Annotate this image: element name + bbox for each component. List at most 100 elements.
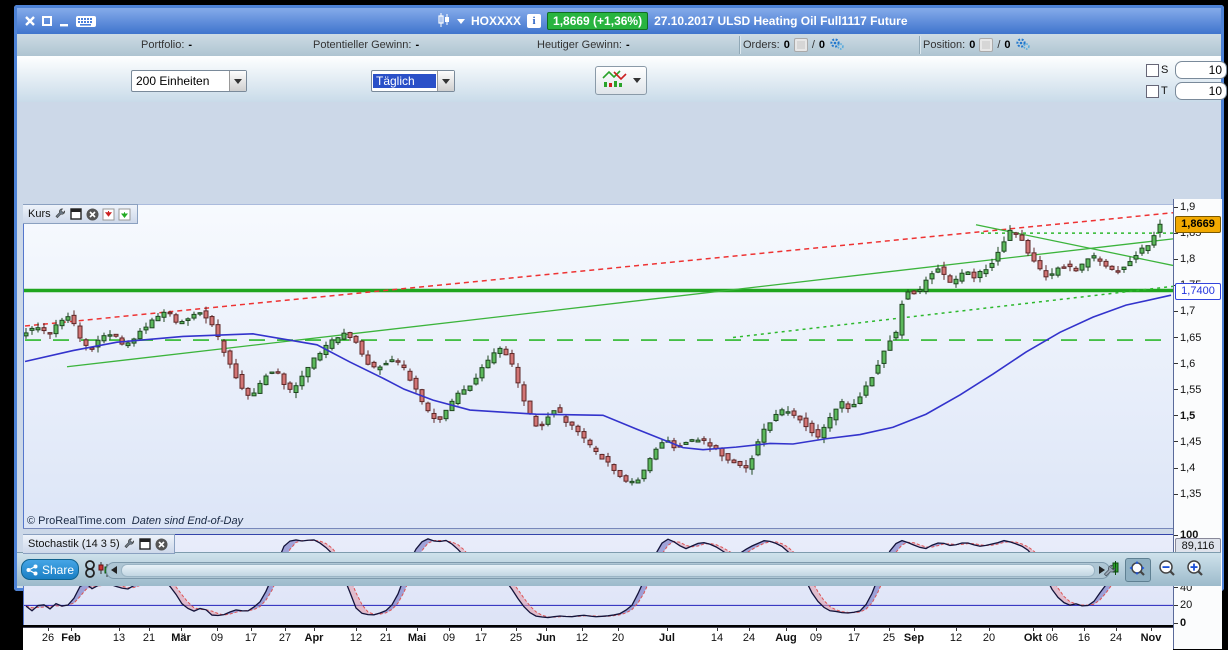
candle-body [414,378,418,389]
sell-shortcut-icon[interactable] [102,208,115,221]
zoom-in-icon[interactable] [1185,560,1203,578]
candle-body [1050,274,1054,275]
pane-close-icon[interactable] [86,208,99,221]
price-tick-label: 1,9 [1180,201,1195,213]
price-tick-mark [1174,311,1178,312]
candle-body [72,315,76,323]
last-price-change-badge: 1,8669 (+1,36%) [547,12,648,30]
date-tick-mark [481,628,482,631]
candle-body [270,372,274,373]
instrument-dropdown-caret[interactable] [457,19,465,24]
candle-body [582,432,586,438]
price-tick-label: 1,4 [1180,462,1195,474]
scrollbar-thumb[interactable] [121,564,1095,577]
candle-body [162,312,166,317]
candle-body [150,320,154,328]
pane-close-icon[interactable] [155,538,168,551]
date-tick-label: 20 [612,632,624,644]
take-profit-checkbox[interactable] [1146,85,1159,98]
instrument-name[interactable]: HOXXXX [471,14,521,28]
price-pane-title: Kurs [28,208,51,220]
candle-body [300,376,304,386]
portfolio-stat: Portfolio: - [141,34,192,56]
stop-loss-input[interactable]: 10 [1175,61,1227,79]
orders-count: 0 [784,39,790,51]
date-tick-label: 13 [113,632,125,644]
orders-list-icon[interactable] [794,38,808,52]
candle-body [468,386,472,390]
pane-settings-wrench-icon[interactable] [123,538,136,551]
price-tick-label: 1,45 [1180,436,1201,448]
price-tick-mark [1174,494,1178,495]
candle-body [408,371,412,380]
candle-body [1032,253,1036,261]
candle-body [480,368,484,378]
candle-body [984,270,988,274]
pane-window-icon[interactable] [70,208,83,221]
keyboard-icon[interactable] [75,14,97,28]
position-stat: Position: 0 / 0 [923,34,1030,56]
maximize-icon[interactable] [40,14,54,28]
candle-body [1038,261,1042,269]
timeframe-dropdown-caret[interactable] [437,71,454,91]
date-tick-mark [749,628,750,631]
candle-body [540,424,544,425]
minimize-icon[interactable] [57,14,71,28]
price-tick-mark [1174,389,1178,390]
chart-settings-wrench-icon[interactable] [1103,560,1121,578]
timeframe-dropdown[interactable]: Täglich [371,70,455,92]
units-dropdown-caret[interactable] [229,71,246,91]
candle-body [954,279,958,283]
candle-body [24,333,28,336]
candle-body [486,360,490,367]
position-count: 0 [969,39,975,51]
info-icon[interactable]: i [527,14,541,28]
candle-body [990,263,994,267]
close-icon[interactable] [23,14,37,28]
date-tick-label: 16 [1078,632,1090,644]
zoom-drag-icon[interactable] [1125,558,1151,582]
candle-body [282,374,286,384]
orders-gear-icon[interactable] [829,37,844,53]
candle-body [336,338,340,343]
price-tick-mark [1174,259,1178,260]
candle-body [756,442,760,455]
date-tick-mark [356,628,357,631]
candle-body [948,276,952,282]
date-tick-mark [1052,628,1053,631]
today-gain-label: Heutiger Gewinn: [537,39,622,51]
price-tick-label: 1,65 [1180,332,1201,344]
position-gear-icon[interactable] [1015,37,1030,53]
take-profit-input[interactable]: 10 [1175,82,1227,100]
pane-settings-wrench-icon[interactable] [54,208,67,221]
share-button[interactable]: Share [21,559,79,580]
zoom-out-icon[interactable] [1157,560,1175,578]
date-tick-mark [119,628,120,631]
price-tick-label: 1,35 [1180,488,1201,500]
chart-type-caret[interactable] [633,78,641,83]
candle-body [462,390,466,394]
potential-gain-value: - [415,39,419,51]
candle-body [444,410,448,418]
candle-body [36,328,40,330]
units-dropdown[interactable]: 200 Einheiten [131,70,247,92]
candle-body [558,408,562,413]
stochastic-tick-label: 20 [1180,599,1192,611]
position-list-icon[interactable] [979,38,993,52]
date-tick-label: 17 [245,632,257,644]
horizontal-scrollbar[interactable] [106,562,1110,579]
date-tick-label: Sep [904,632,924,644]
scroll-left-icon[interactable] [111,566,117,574]
chart-type-button[interactable] [595,66,647,95]
last-price-axis-badge: 1,8669 [1175,216,1221,233]
buy-shortcut-icon[interactable] [118,208,131,221]
pane-window-icon[interactable] [139,538,152,551]
candle-body [66,317,70,321]
candle-body [354,336,358,342]
stop-loss-checkbox[interactable] [1146,64,1159,77]
position-separator: / [997,39,1000,51]
candle-body [90,348,94,350]
candle-body [264,376,268,385]
price-chart[interactable] [23,204,1173,529]
